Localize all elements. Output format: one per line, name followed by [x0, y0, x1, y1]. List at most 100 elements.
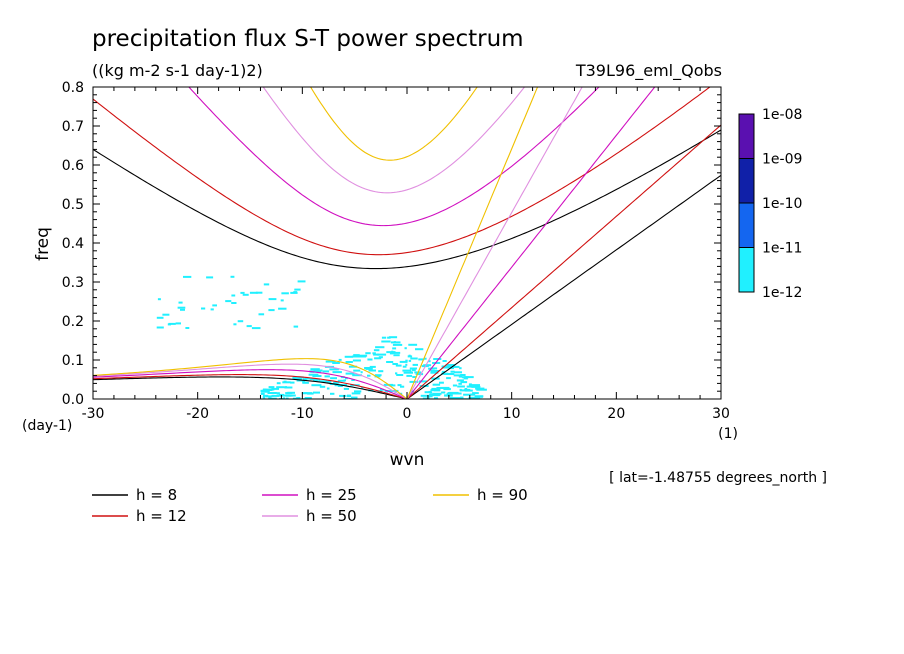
spectrum-cell — [449, 392, 462, 395]
spectrum-cell — [304, 377, 311, 380]
spectrum-cell — [392, 343, 403, 346]
spectrum-cell — [282, 381, 291, 384]
spectrum-cell — [175, 322, 181, 325]
spectrum-cell — [260, 392, 265, 395]
spectrum-cell — [405, 363, 408, 366]
spectrum-cell — [360, 371, 363, 374]
spectrum-cell — [402, 369, 412, 372]
spectrum-cell — [276, 386, 285, 389]
spectrum-cell — [428, 360, 431, 363]
spectrum-cell — [428, 394, 439, 397]
y-axis-label: freq — [33, 227, 53, 261]
spectrum-cell — [469, 384, 480, 387]
spectrum-cell — [395, 364, 402, 367]
spectrum-cell — [384, 390, 394, 392]
spectrum-cell — [302, 378, 308, 381]
spectrum-cell — [339, 394, 347, 397]
spectrum-cell — [276, 392, 280, 395]
spectrum-cell — [415, 373, 424, 376]
spectrum-cell — [446, 377, 451, 380]
colorbar-label: 1e-09 — [762, 152, 802, 168]
spectrum-cell — [433, 389, 441, 392]
spectrum-cell — [377, 353, 387, 356]
spectrum-cell — [185, 327, 190, 329]
spectrum-cell — [472, 392, 479, 395]
spectrum-cell — [237, 320, 244, 323]
spectrum-cell — [313, 379, 318, 382]
spectrum-cell — [293, 376, 304, 379]
spectrum-cell — [391, 351, 401, 354]
spectrum-cell — [402, 365, 407, 368]
spectrum-cell — [268, 309, 275, 312]
spectrum-cell — [453, 371, 462, 374]
spectrum-cell — [332, 362, 340, 364]
spectrum-cell — [312, 375, 322, 377]
spectrum-cell — [246, 325, 252, 328]
kelvin-curve — [406, 124, 721, 399]
chart-title: precipitation flux S-T power spectrum — [92, 26, 524, 52]
spectrum-cell — [327, 380, 332, 383]
spectrum-cell — [366, 367, 372, 370]
spectrum-cell — [466, 385, 474, 388]
spectrum-cell — [451, 397, 460, 399]
spectrum-cell — [162, 313, 170, 316]
x-tick-label: 10 — [503, 406, 521, 422]
spectrum-cell — [458, 375, 463, 378]
spectrum-cell — [442, 360, 447, 362]
spectrum-cell — [378, 370, 384, 373]
spectrum-cell — [297, 280, 306, 283]
spectrum-cell — [286, 397, 289, 399]
spectrum-cell — [304, 397, 312, 399]
spectrum-cell — [313, 369, 323, 372]
spectrum-cell — [346, 395, 352, 398]
spectrum-cell — [452, 365, 460, 368]
spectrum-cell — [408, 359, 412, 362]
legend-label: h = 25 — [306, 486, 357, 504]
spectrum-cell — [324, 375, 330, 378]
spectrum-cell — [271, 394, 274, 397]
spectrum-cell — [391, 350, 394, 353]
spectrum-cell — [424, 391, 433, 394]
spectrum-cell — [345, 361, 353, 363]
spectrum-cell — [294, 377, 302, 380]
spectrum-cell — [281, 292, 289, 295]
spectrum-cell — [380, 388, 384, 391]
colorbar-label: 1e-12 — [762, 285, 802, 301]
spectrum-cell — [267, 392, 277, 394]
spectrum-cell — [430, 370, 440, 372]
x-tick-label: -10 — [291, 406, 314, 422]
spectrum-cell — [308, 373, 319, 376]
spectrum-cell — [381, 340, 391, 343]
colorbar-label: 1e-10 — [762, 196, 802, 212]
spectrum-cell — [373, 349, 380, 352]
spectrum-cell — [271, 387, 279, 390]
chart-units: ((kg m-2 s-1 day-1)2) — [92, 61, 263, 80]
spectrum-cell — [325, 360, 336, 363]
inertia-gravity-curve — [262, 87, 526, 194]
spectrum-cell — [423, 357, 427, 360]
spectrum-cell — [374, 375, 381, 378]
spectrum-cell — [309, 378, 316, 380]
spectrum-cell — [378, 356, 383, 359]
colorbar-swatch — [738, 158, 755, 204]
x-tick-label: -30 — [82, 406, 105, 422]
spectrum-cell — [302, 380, 306, 383]
spectrum-cell — [396, 374, 404, 376]
y-tick-label: 0.3 — [62, 275, 84, 291]
spectrum-cell — [336, 368, 340, 371]
rossby-curve — [93, 358, 408, 399]
spectrum-cell — [430, 371, 439, 374]
spectrum-cell — [430, 367, 438, 370]
spectrum-cell — [458, 382, 462, 385]
spectrum-cell — [255, 291, 263, 294]
spectrum-cell — [231, 302, 237, 304]
spectrum-cell — [313, 391, 320, 394]
spectrum-cell — [330, 392, 335, 395]
spectrum-cell — [450, 370, 455, 373]
spectrum-cell — [263, 394, 269, 397]
spectrum-cell — [167, 323, 171, 326]
rossby-curve — [93, 376, 408, 399]
spectrum-cell — [262, 389, 271, 391]
spectrum-cell — [444, 394, 449, 397]
inertia-gravity-curve — [93, 87, 711, 256]
